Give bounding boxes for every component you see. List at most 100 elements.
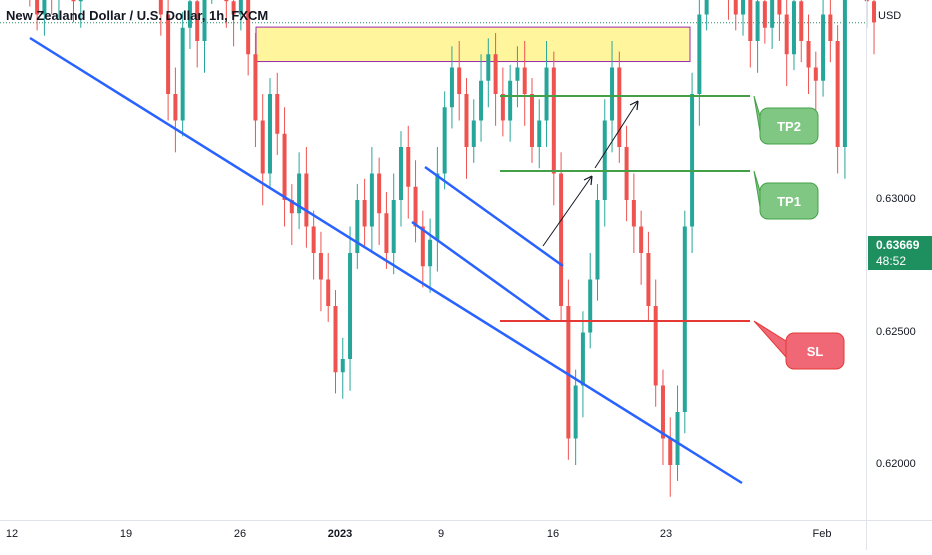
candle-body bbox=[617, 67, 622, 147]
x-tick-label: 19 bbox=[119, 528, 133, 540]
candle-body bbox=[362, 200, 367, 227]
candle-body bbox=[741, 0, 746, 15]
candle-body bbox=[602, 120, 607, 200]
candle-body bbox=[500, 94, 505, 121]
candle-body bbox=[275, 94, 280, 134]
candle-body bbox=[777, 0, 782, 15]
candle-body bbox=[493, 54, 498, 94]
candle-body bbox=[435, 173, 440, 240]
candle-body bbox=[297, 173, 302, 214]
candle-body bbox=[195, 1, 200, 41]
candle-body bbox=[646, 253, 651, 306]
candle-body bbox=[348, 253, 353, 359]
candle-body bbox=[35, 0, 40, 15]
candle-body bbox=[588, 279, 593, 333]
candle-body bbox=[282, 133, 287, 200]
candle-body bbox=[748, 0, 753, 41]
tp1-callout-box bbox=[759, 182, 819, 220]
candle-body bbox=[653, 306, 658, 386]
x-tick-label: 2023 bbox=[327, 528, 353, 540]
candle-body bbox=[566, 306, 571, 439]
candle-body bbox=[784, 14, 789, 55]
projection-arrow-1 bbox=[542, 175, 593, 247]
candle-body bbox=[377, 173, 382, 214]
channel-upper-line bbox=[424, 165, 564, 268]
candle-body bbox=[872, 1, 877, 23]
candle-body bbox=[187, 1, 192, 28]
candle-body bbox=[202, 0, 207, 41]
candle-body bbox=[238, 0, 243, 15]
candle-body bbox=[253, 54, 258, 121]
candle-body bbox=[471, 120, 476, 147]
candle-body bbox=[828, 14, 833, 41]
sl-callout-box bbox=[785, 332, 845, 370]
candle-body bbox=[813, 67, 818, 81]
tp2-callout-label: TP2 bbox=[777, 119, 801, 134]
bar-countdown: 48:52 bbox=[876, 254, 907, 268]
candle-body bbox=[369, 173, 374, 227]
candle-body bbox=[806, 41, 811, 68]
candle-body bbox=[289, 200, 294, 214]
last-price: 0.63669 bbox=[876, 238, 920, 252]
candle-body bbox=[668, 438, 673, 465]
candle-body bbox=[246, 0, 251, 55]
candle-body bbox=[479, 80, 484, 121]
candle-body bbox=[690, 94, 695, 227]
candle-body bbox=[173, 94, 178, 121]
candle-body bbox=[180, 27, 185, 121]
arrowhead-1 bbox=[583, 175, 593, 186]
candle-body bbox=[508, 80, 513, 121]
candle-body bbox=[311, 226, 316, 253]
x-tick-label: Feb bbox=[812, 528, 832, 540]
candle-body bbox=[304, 173, 309, 227]
candle-body bbox=[522, 67, 527, 94]
projection-arrow-2 bbox=[594, 100, 639, 169]
y-tick-label: 0.63000 bbox=[876, 193, 916, 205]
main-downtrend-line bbox=[29, 36, 743, 485]
candle-body bbox=[464, 94, 469, 147]
currency-label: USD bbox=[878, 10, 902, 22]
candle-body bbox=[355, 200, 360, 253]
candle-body bbox=[318, 253, 323, 280]
arrowhead-2 bbox=[629, 100, 639, 111]
candle-body bbox=[733, 0, 738, 15]
time-axis-separator bbox=[0, 520, 932, 521]
candle-body bbox=[762, 1, 767, 28]
candle-body bbox=[551, 67, 556, 174]
candle-body bbox=[486, 54, 491, 81]
candle-body bbox=[559, 173, 564, 306]
candle-body bbox=[166, 14, 171, 94]
candle-body bbox=[639, 226, 644, 253]
tp1-callout-label: TP1 bbox=[777, 194, 801, 209]
candle-body bbox=[821, 14, 826, 81]
candle-body bbox=[428, 239, 433, 267]
last-price-badge: 0.63669 48:52 bbox=[868, 236, 932, 270]
candle-body bbox=[770, 0, 775, 28]
channel-lower-line bbox=[411, 220, 551, 323]
candle-body bbox=[413, 186, 418, 227]
candle-body bbox=[595, 200, 600, 280]
tp2-callout-pointer bbox=[753, 95, 761, 133]
candle-body bbox=[333, 306, 338, 373]
tp2-callout-box bbox=[759, 107, 819, 145]
y-tick-label: 0.62000 bbox=[876, 458, 916, 470]
candle-body bbox=[326, 279, 331, 306]
candle-body bbox=[610, 67, 615, 121]
candle-body bbox=[442, 107, 447, 174]
candle-body bbox=[515, 67, 520, 81]
x-tick-label: 9 bbox=[437, 528, 445, 540]
candle-body bbox=[755, 1, 760, 41]
candle-body bbox=[384, 213, 389, 253]
sl-callout-label: SL bbox=[807, 344, 824, 359]
candle-body bbox=[398, 147, 403, 200]
y-tick-label: 0.62500 bbox=[876, 325, 916, 338]
x-tick-label: 23 bbox=[659, 528, 673, 540]
candle-body bbox=[420, 226, 425, 267]
candle-body bbox=[660, 385, 665, 439]
candle-body bbox=[457, 67, 462, 94]
candle-body bbox=[682, 226, 687, 412]
candle-body bbox=[158, 0, 163, 15]
candle-body bbox=[835, 41, 840, 147]
candle-body bbox=[42, 0, 47, 15]
